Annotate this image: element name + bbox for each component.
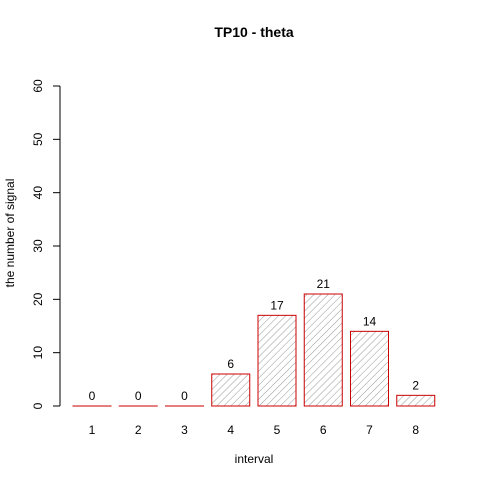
x-tick-label: 6	[320, 423, 327, 437]
x-tick-label: 4	[227, 423, 234, 437]
x-tick-labels-group: 1 2 3 4 5 6 7 8	[89, 423, 420, 437]
y-tick-label: 30	[31, 239, 45, 253]
x-tick-label: 2	[135, 423, 142, 437]
bar	[350, 330, 389, 407]
data-label: 0	[135, 389, 142, 403]
bar	[303, 293, 343, 407]
data-label: 21	[317, 277, 331, 291]
data-labels-group: 0 0 0 6 17 21 14 2	[89, 277, 420, 403]
bar	[396, 394, 436, 407]
data-label: 0	[89, 389, 96, 403]
data-label: 17	[270, 298, 284, 312]
y-axis-label: the number of signal	[3, 179, 17, 288]
y-tick-label: 0	[31, 402, 45, 409]
y-axis: 0 10 20 30 40 50 60	[31, 79, 61, 409]
y-tick-label: 60	[31, 79, 45, 93]
x-tick-label: 5	[274, 423, 281, 437]
data-label: 0	[181, 389, 188, 403]
x-axis-label: interval	[235, 452, 274, 466]
bar	[257, 314, 297, 407]
chart-title: TP10 - theta	[214, 24, 294, 40]
data-label: 6	[227, 357, 234, 371]
x-tick-label: 8	[412, 423, 419, 437]
data-label: 2	[412, 378, 419, 392]
y-tick-label: 50	[31, 132, 45, 146]
bar	[211, 373, 251, 407]
x-tick-label: 1	[89, 423, 96, 437]
y-tick-label: 10	[31, 346, 45, 360]
y-tick-label: 20	[31, 292, 45, 306]
bars-group	[72, 293, 436, 407]
x-tick-label: 7	[366, 423, 373, 437]
data-label: 14	[363, 314, 377, 328]
y-tick-label: 40	[31, 186, 45, 200]
x-tick-label: 3	[181, 423, 188, 437]
